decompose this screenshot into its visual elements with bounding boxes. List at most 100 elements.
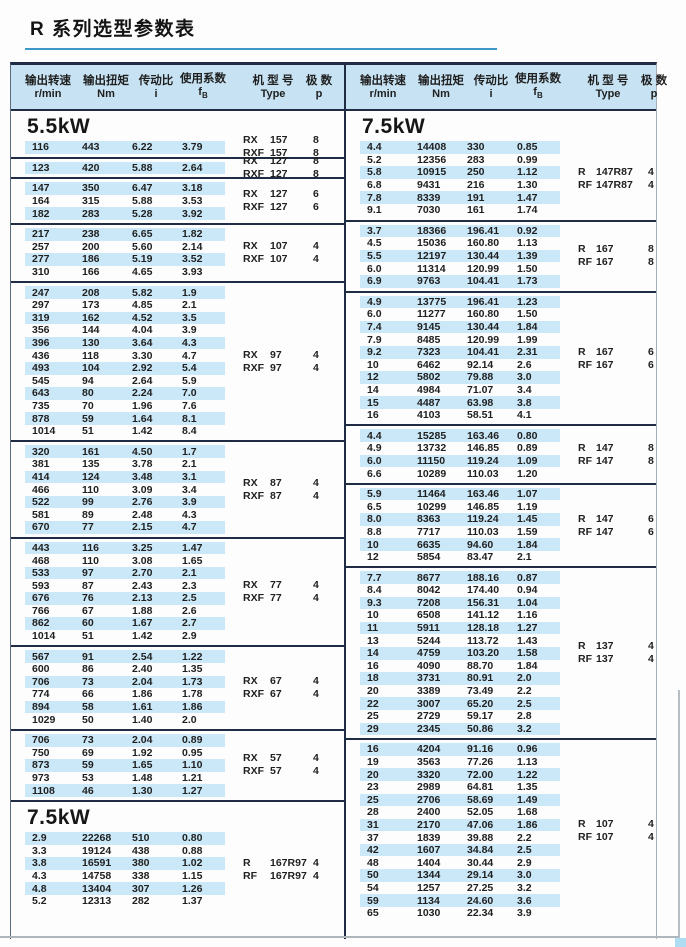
- model-line: RF 167R97 4: [243, 870, 343, 883]
- row-number-cells: 18 3731 80.91 2.0: [360, 672, 560, 685]
- cell-col1: 8485: [417, 333, 441, 346]
- table-row: 320 161 4.50 1.7: [25, 445, 225, 459]
- cell-col3: 1.27: [182, 784, 203, 797]
- table-row: 396 130 3.64 4.3: [25, 336, 225, 350]
- cell-col1: 4487: [417, 396, 441, 409]
- header-col-0: 输出转速 r/min: [352, 65, 414, 109]
- cell-col0: 774: [32, 688, 50, 701]
- table-row: 59 1134 24.60 3.6: [360, 894, 560, 907]
- cell-col3: 3.4: [517, 383, 532, 396]
- cell-col0: 59: [367, 894, 379, 907]
- model-size: 157: [270, 134, 288, 147]
- row-number-cells: 522 99 2.76 3.9: [25, 495, 225, 509]
- cell-col1: 6508: [417, 609, 441, 622]
- table-row: 25 2706 58.69 1.49: [360, 793, 560, 807]
- cell-col0: 65: [367, 907, 379, 920]
- cell-col1: 443: [82, 141, 100, 154]
- cell-col2: 5.88: [132, 195, 153, 208]
- cell-col1: 94: [82, 374, 94, 387]
- cell-col1: 315: [82, 195, 100, 208]
- model-line: R 147R87 4: [578, 166, 678, 179]
- cell-col1: 2345: [417, 722, 441, 735]
- cell-col2: 282: [132, 895, 150, 908]
- table-row: 11 5911 128.18 1.27: [360, 621, 560, 635]
- cell-col2: 161: [467, 204, 485, 217]
- cell-col3: 4.7: [182, 521, 197, 534]
- cell-col0: 277: [32, 253, 50, 266]
- row-number-cells: 247 208 5.82 1.9: [25, 286, 225, 299]
- cell-col0: 10: [367, 358, 379, 371]
- cell-col1: 1134: [417, 894, 440, 907]
- cell-col2: 1.61: [132, 701, 153, 714]
- row-number-cells: 182 283 5.28 3.92: [25, 207, 225, 220]
- model-size: 147: [596, 454, 614, 467]
- cell-col0: 10: [367, 609, 379, 622]
- cell-col2: 119.24: [467, 454, 499, 467]
- model-line: RX 67 4: [243, 675, 343, 688]
- cell-col3: 3.92: [182, 207, 203, 220]
- model-block: R 167 6 RF 167 6: [578, 346, 678, 372]
- cell-col1: 7323: [417, 346, 441, 359]
- header-label: 机 型 号: [252, 74, 294, 87]
- cell-col0: 7.8: [367, 191, 382, 204]
- cell-col1: 6635: [417, 538, 441, 551]
- row-number-cells: 31 2170 47.06 1.86: [360, 818, 560, 832]
- model-name: R: [578, 165, 586, 178]
- model-size: 167R97: [270, 856, 307, 869]
- cell-col1: 8677: [417, 571, 441, 584]
- row-number-cells: 706 73 2.04 0.89: [25, 733, 225, 747]
- cell-col2: 92.14: [467, 358, 494, 371]
- cell-col1: 69: [82, 746, 94, 759]
- cell-col0: 878: [32, 412, 50, 425]
- cell-col3: 1.19: [517, 500, 538, 513]
- cell-col1: 7208: [417, 596, 441, 609]
- cell-col0: 217: [32, 228, 50, 241]
- cell-col1: 58: [82, 701, 94, 714]
- table-row: 123 420 5.88 2.64: [25, 161, 225, 175]
- cell-col3: 4.1: [517, 409, 532, 422]
- cell-col0: 48: [367, 856, 379, 869]
- cell-col3: 1.35: [182, 663, 203, 676]
- table-row: 581 89 2.48 4.3: [25, 508, 225, 521]
- model-line: RXF 157 8: [243, 147, 343, 160]
- model-name: RXF: [243, 147, 264, 160]
- model-poles: 4: [313, 253, 319, 266]
- parameter-group: 116 443 6.22 3.79 RX 157 8 RXF 157 8: [11, 134, 344, 160]
- cell-col2: 307: [132, 882, 150, 895]
- cell-col0: 54: [367, 881, 379, 894]
- cell-col0: 5.8: [367, 166, 382, 179]
- table-row: 593 87 2.43 2.3: [25, 579, 225, 592]
- model-line: RF 167 6: [578, 359, 678, 372]
- model-size: 147: [596, 441, 614, 454]
- model-poles: 4: [313, 856, 319, 869]
- cell-col1: 14758: [82, 869, 112, 882]
- row-number-cells: 8.0 8363 119.24 1.45: [360, 513, 560, 526]
- cell-col1: 87: [82, 579, 94, 592]
- model-size: 87: [270, 489, 282, 502]
- cell-col1: 18366: [417, 224, 447, 237]
- model-size: 147: [596, 512, 614, 525]
- row-number-cells: 29 2345 50.86 3.2: [360, 722, 560, 736]
- table-row: 16 4090 88.70 1.84: [360, 660, 560, 673]
- model-block: RX 67 4 RXF 67 4: [243, 675, 343, 701]
- model-line: RX 127 8: [243, 155, 343, 168]
- cell-col1: 5802: [417, 371, 441, 384]
- cell-col1: 2706: [417, 793, 441, 806]
- cell-col2: 104.41: [467, 346, 500, 359]
- cell-col1: 5911: [417, 622, 440, 635]
- cell-col1: 46: [82, 784, 94, 797]
- corner-accent-square: [675, 938, 686, 947]
- model-size: 57: [270, 752, 282, 765]
- group-rows: 706 73 2.04 0.89 750 69 1.92 0.95 873 59 1.65 1.10 9…: [25, 733, 225, 797]
- model-poles: 4: [313, 489, 319, 502]
- group-separator: [11, 440, 344, 443]
- cell-col3: 0.80: [182, 832, 203, 845]
- cell-col1: 19124: [82, 844, 112, 857]
- cell-col0: 20: [367, 768, 379, 781]
- cell-col2: 103.20: [467, 647, 500, 660]
- model-poles: 4: [313, 240, 319, 253]
- cell-col2: 2.13: [132, 592, 153, 605]
- row-number-cells: 65 1030 22.34 3.9: [360, 907, 560, 920]
- row-number-cells: 22 3007 65.20 2.5: [360, 697, 560, 710]
- cell-col3: 2.14: [182, 240, 203, 253]
